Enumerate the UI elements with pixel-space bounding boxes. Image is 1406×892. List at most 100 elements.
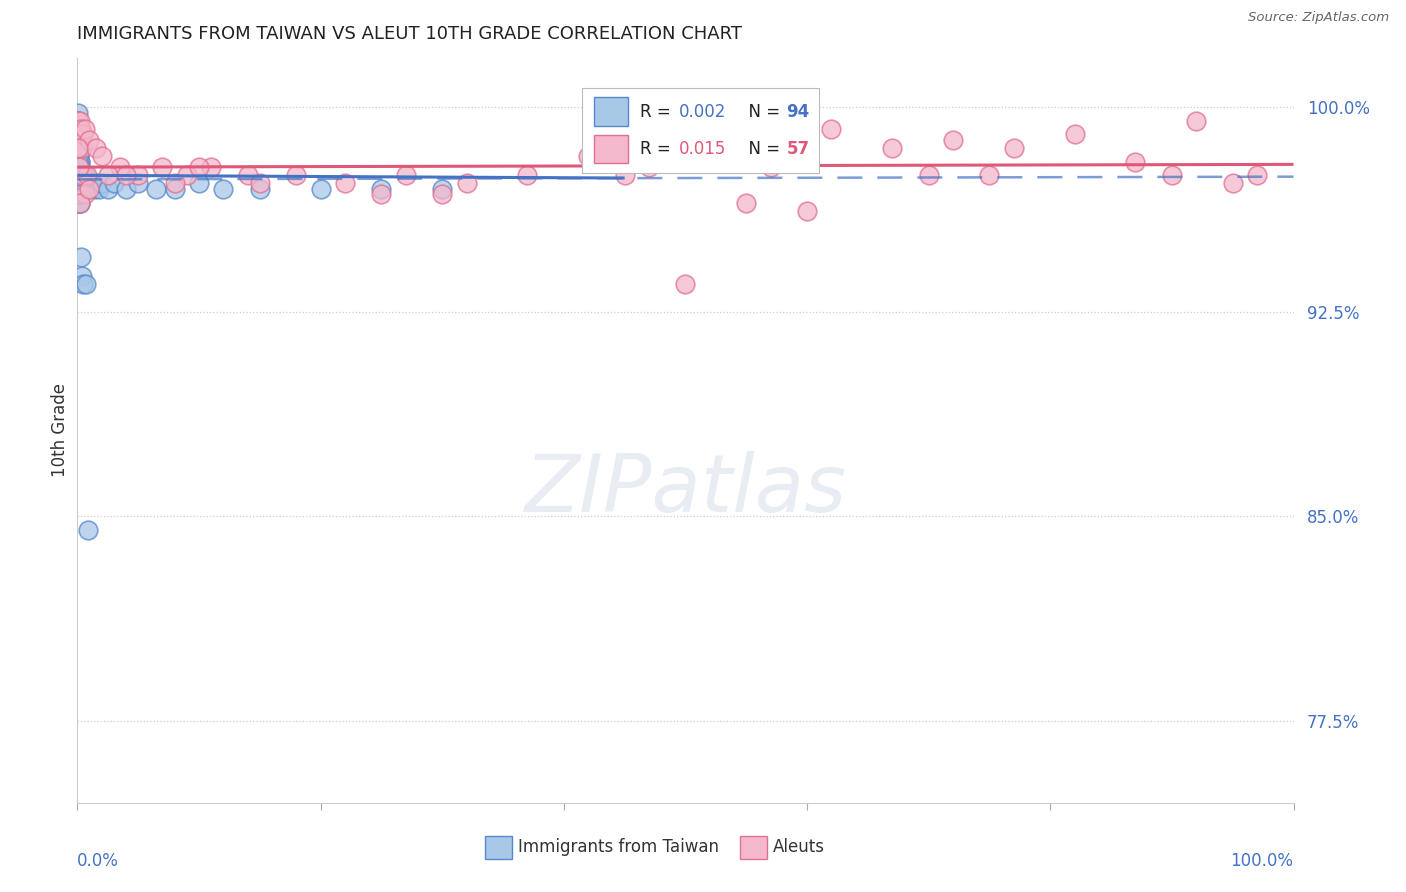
Point (69, 182, 91, 196)
Point (73, 169, 96, 183)
Text: ZIPatlas: ZIPatlas (524, 451, 846, 529)
Text: 57: 57 (786, 140, 810, 158)
Bar (740, 837, 766, 859)
Point (70, 141, 93, 155)
Point (73, 182, 96, 196)
Point (67, 128, 90, 142)
Point (69, 177, 91, 191)
Point (882, 141, 904, 155)
Bar (595, 97, 628, 126)
Point (72, 182, 94, 196)
Point (1063, 128, 1085, 142)
Point (67, 182, 90, 196)
Point (1002, 141, 1025, 155)
Point (72, 169, 94, 183)
Point (73, 122, 96, 136)
Point (69, 160, 91, 174)
Point (67, 141, 90, 155)
Point (75, 177, 97, 191)
Point (66, 133, 89, 147)
Point (66, 105, 89, 120)
Point (67, 141, 90, 155)
Point (67, 177, 90, 191)
Point (97, 169, 120, 183)
Text: Immigrants from Taiwan: Immigrants from Taiwan (517, 838, 718, 856)
Point (90, 149, 112, 163)
Text: Aleuts: Aleuts (773, 838, 825, 856)
Point (69, 133, 91, 147)
Point (67, 154, 90, 169)
Text: IMMIGRANTS FROM TAIWAN VS ALEUT 10TH GRADE CORRELATION CHART: IMMIGRANTS FROM TAIWAN VS ALEUT 10TH GRA… (77, 25, 742, 43)
Point (456, 177, 478, 191)
Text: N =: N = (738, 103, 785, 120)
Point (66, 113, 89, 128)
Point (145, 182, 167, 196)
Point (67, 149, 90, 163)
Point (79, 177, 101, 191)
Text: R =: R = (640, 103, 676, 120)
Point (115, 169, 138, 183)
Point (66, 122, 89, 136)
Point (70, 177, 93, 191)
Point (83, 182, 105, 196)
Point (79, 133, 101, 147)
Point (67, 119, 90, 133)
Point (249, 182, 271, 196)
Point (67, 160, 90, 174)
Point (79, 182, 101, 196)
Point (75, 182, 97, 196)
Bar (485, 837, 512, 859)
Point (66, 128, 89, 142)
Point (370, 182, 392, 196)
Point (188, 160, 211, 174)
Point (67, 169, 90, 183)
Point (163, 182, 186, 196)
Point (72, 177, 94, 191)
Point (285, 169, 308, 183)
Point (395, 169, 418, 183)
Point (75, 277, 97, 292)
Point (72, 177, 94, 191)
Point (735, 195, 758, 210)
Point (76, 177, 98, 191)
Point (90, 177, 112, 191)
Point (69, 177, 91, 191)
Point (69, 160, 91, 174)
Point (67, 141, 90, 155)
Point (67, 169, 90, 183)
Point (67, 195, 90, 210)
Point (1161, 169, 1184, 183)
Point (67, 133, 90, 147)
Point (67, 182, 90, 196)
Text: 94: 94 (786, 103, 810, 120)
Point (67, 122, 90, 136)
Point (67, 149, 90, 163)
Point (370, 187, 392, 202)
Point (70, 269, 93, 284)
Point (67, 141, 90, 155)
Point (69, 154, 91, 169)
Point (796, 203, 818, 218)
Text: 0.0%: 0.0% (77, 852, 120, 870)
Point (89, 182, 111, 196)
Point (69, 195, 91, 210)
Point (73, 187, 96, 202)
Point (699, 141, 721, 155)
Point (66, 149, 89, 163)
Text: 100.0%: 100.0% (1230, 852, 1294, 870)
Text: R =: R = (640, 140, 676, 158)
Point (115, 182, 138, 196)
Point (67, 160, 90, 174)
Point (163, 177, 186, 191)
Point (69, 169, 91, 183)
Point (80, 182, 103, 196)
Point (80, 177, 103, 191)
Point (67, 141, 90, 155)
Point (67, 154, 90, 169)
Text: N =: N = (738, 140, 785, 158)
Point (70, 182, 93, 196)
Point (820, 122, 842, 136)
Point (70, 177, 93, 191)
Point (918, 169, 941, 183)
Bar (595, 135, 628, 163)
